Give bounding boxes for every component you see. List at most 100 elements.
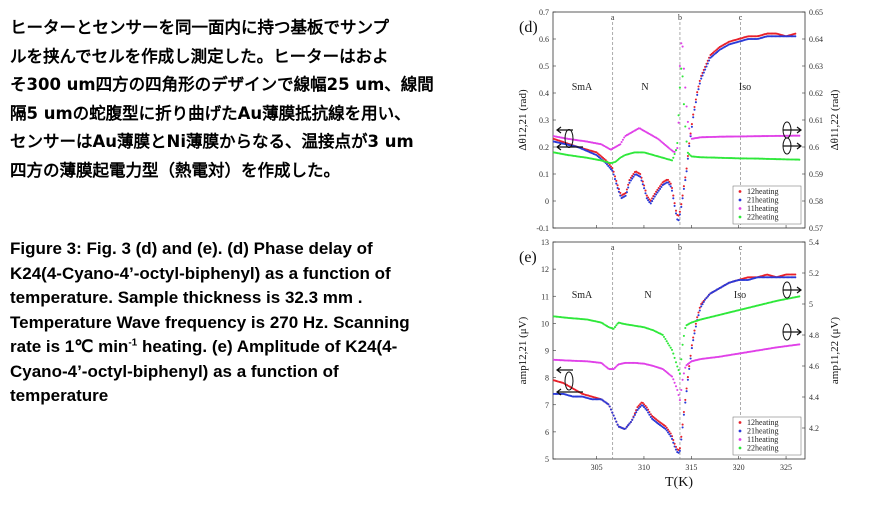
data-point — [702, 300, 705, 303]
data-point — [615, 365, 618, 368]
data-point — [669, 435, 672, 438]
data-point — [672, 156, 675, 159]
data-point — [688, 145, 691, 148]
data-point — [681, 197, 684, 200]
data-point — [684, 176, 687, 179]
jp-line: 隔5 umの蛇腹型に折り曲げたAu薄膜抵抗線を用い、 — [10, 103, 411, 123]
data-point — [607, 403, 610, 406]
data-point — [685, 105, 688, 108]
transition-label: c — [739, 13, 743, 22]
data-point — [682, 185, 685, 188]
data-point — [643, 406, 646, 409]
data-point — [670, 348, 674, 351]
data-point — [685, 140, 688, 143]
data-point — [674, 361, 678, 364]
legend-entry: 12heating — [747, 418, 779, 427]
data-point — [644, 189, 647, 192]
data-point — [798, 158, 801, 161]
data-point — [635, 411, 638, 414]
data-point — [673, 356, 676, 359]
left-axis-arrow-icon — [556, 366, 573, 374]
data-point — [603, 157, 606, 161]
x-tick-label: 315 — [685, 463, 697, 472]
legend-entry: 22heating — [747, 213, 779, 222]
data-point — [700, 77, 703, 80]
data-point — [604, 159, 607, 162]
caption-text: heating. (e) Amplitude of K24(4- — [137, 337, 398, 356]
data-point — [701, 74, 704, 77]
data-point — [677, 393, 680, 397]
data-point — [625, 425, 628, 428]
transition-label: b — [678, 243, 682, 252]
data-point — [697, 88, 700, 91]
y-tick-label-right: 0.6 — [809, 143, 819, 152]
data-point — [686, 157, 689, 160]
data-point — [636, 408, 639, 412]
data-point — [613, 178, 617, 181]
y-tick-label-right: 4.2 — [809, 424, 819, 433]
data-point — [677, 121, 680, 124]
caption-line: temperature. Sample thickness is 32.3 mm… — [10, 288, 363, 307]
data-point — [684, 125, 687, 128]
data-point — [612, 368, 615, 371]
data-point — [666, 178, 670, 181]
data-point — [629, 179, 632, 182]
data-point — [678, 399, 681, 402]
data-point — [689, 134, 692, 137]
data-point — [619, 194, 622, 197]
data-point — [684, 398, 687, 401]
y-tick-label-left: 0.3 — [539, 116, 549, 125]
y-tick-label-right: 0.61 — [809, 116, 823, 125]
data-point — [697, 311, 700, 314]
data-point — [676, 141, 679, 145]
data-point — [655, 193, 658, 196]
data-point — [669, 185, 672, 188]
data-point — [665, 429, 668, 432]
data-point — [628, 422, 631, 425]
series-11heating — [552, 42, 801, 153]
caption-line: temperature — [10, 386, 109, 405]
y-tick-label-right: 0.64 — [809, 35, 823, 44]
data-point — [697, 314, 700, 317]
caption-superscript: -1 — [128, 337, 138, 349]
data-point — [611, 169, 614, 172]
data-point — [615, 182, 618, 185]
data-point — [678, 447, 681, 450]
data-point — [668, 433, 671, 436]
panel-label: (e) — [519, 249, 537, 266]
y-tick-label-left: 0.2 — [539, 143, 549, 152]
data-point — [674, 212, 678, 215]
legend-marker — [738, 190, 742, 193]
transition-label: a — [611, 243, 615, 252]
data-point — [678, 86, 681, 89]
data-point — [705, 65, 708, 68]
data-point — [680, 205, 683, 208]
data-point — [704, 298, 707, 301]
y-tick-label-left: 7 — [545, 401, 549, 410]
data-point — [660, 185, 663, 189]
data-point — [705, 296, 708, 299]
data-point — [688, 365, 691, 368]
data-point — [685, 390, 688, 393]
data-point — [696, 316, 699, 319]
data-point — [672, 378, 675, 381]
data-point — [686, 154, 689, 158]
data-point — [632, 175, 635, 178]
jp-line: ヒーターとセンサーを同一面内に持つ基板でサンプ — [10, 18, 390, 37]
x-tick-label: 310 — [638, 463, 650, 472]
data-point — [674, 209, 678, 212]
data-point — [616, 186, 619, 190]
x-tick-label: 325 — [780, 463, 792, 472]
y-tick-label-left: -0.1 — [536, 224, 549, 233]
y-tick-label-right: 0.58 — [809, 197, 823, 206]
data-point — [608, 405, 611, 408]
y-tick-label-right: 4.8 — [809, 331, 819, 340]
transition-label: a — [611, 13, 615, 22]
data-point — [648, 201, 651, 204]
data-point — [625, 191, 628, 194]
data-point — [680, 42, 683, 45]
data-point — [686, 120, 689, 123]
data-point — [612, 173, 615, 176]
data-point — [664, 427, 667, 430]
data-point — [613, 326, 617, 329]
